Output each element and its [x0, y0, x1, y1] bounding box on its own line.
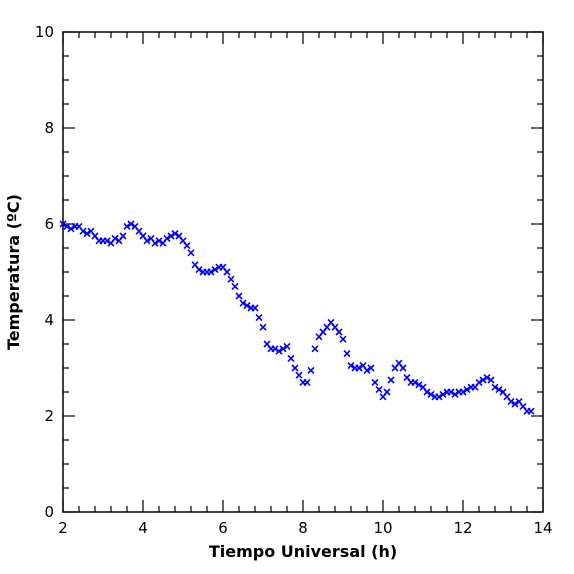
- data-point: [479, 376, 487, 384]
- data-point: [463, 386, 471, 394]
- plot-frame: [62, 31, 544, 513]
- data-point: [383, 388, 391, 396]
- data-point: [251, 304, 259, 312]
- data-point: [155, 237, 163, 245]
- data-point: [371, 378, 379, 386]
- data-point: [495, 386, 503, 394]
- data-point: [227, 275, 235, 283]
- data-point: [83, 230, 91, 238]
- data-point: [311, 345, 319, 353]
- x-tick-label: 14: [533, 519, 552, 537]
- data-point: [211, 266, 219, 274]
- data-point: [123, 222, 131, 230]
- data-point: [223, 268, 231, 276]
- data-point: [187, 249, 195, 257]
- data-point: [427, 390, 435, 398]
- data-point: [271, 345, 279, 353]
- data-point: [195, 266, 203, 274]
- y-tick-label: 10: [35, 23, 54, 41]
- data-point: [335, 328, 343, 336]
- data-point: [63, 222, 71, 230]
- data-point: [363, 366, 371, 374]
- data-point: [459, 388, 467, 396]
- x-tick-label: 12: [453, 519, 472, 537]
- data-point: [279, 345, 287, 353]
- data-point: [295, 371, 303, 379]
- data-point: [387, 376, 395, 384]
- data-point: [507, 398, 515, 406]
- data-point: [235, 292, 243, 300]
- data-point: [307, 366, 315, 374]
- data-point: [255, 314, 263, 322]
- data-point: [367, 364, 375, 372]
- x-tick-label: 2: [58, 519, 68, 537]
- data-point: [423, 388, 431, 396]
- data-point: [291, 364, 299, 372]
- data-point: [59, 220, 67, 228]
- data-point: [475, 378, 483, 386]
- data-point: [79, 227, 87, 235]
- y-tick-label: 0: [44, 503, 54, 521]
- data-point: [103, 237, 111, 245]
- data-point: [487, 376, 495, 384]
- x-tick-label: 4: [138, 519, 148, 537]
- data-point: [167, 232, 175, 240]
- y-tick-label: 4: [44, 311, 54, 329]
- data-point: [447, 388, 455, 396]
- y-tick-label: 6: [44, 215, 54, 233]
- data-point: [239, 299, 247, 307]
- axis-ticks: [62, 31, 544, 513]
- data-point: [111, 234, 119, 242]
- y-tick-labels: 0 2 4 6 8 10: [35, 23, 54, 521]
- data-point: [127, 220, 135, 228]
- data-point: [439, 390, 447, 398]
- data-point: [143, 237, 151, 245]
- x-tick-label: 10: [373, 519, 392, 537]
- data-point: [183, 242, 191, 250]
- x-tick-label: 6: [218, 519, 228, 537]
- data-point: [511, 400, 519, 408]
- data-point: [435, 393, 443, 401]
- data-points: [59, 220, 535, 415]
- data-point: [355, 364, 363, 372]
- data-point: [343, 350, 351, 358]
- data-point: [171, 230, 179, 238]
- data-point: [483, 374, 491, 382]
- data-point: [67, 225, 75, 233]
- data-point: [119, 232, 127, 240]
- y-tick-label: 8: [44, 119, 54, 137]
- y-axis-label: Temperatura (ºC): [4, 194, 23, 350]
- data-point: [415, 381, 423, 389]
- data-point: [287, 354, 295, 362]
- data-point: [347, 362, 355, 370]
- data-point: [259, 323, 267, 331]
- data-point: [491, 383, 499, 391]
- data-point: [527, 407, 535, 415]
- data-point: [303, 378, 311, 386]
- data-point: [231, 282, 239, 290]
- data-point: [375, 386, 383, 394]
- data-point: [207, 268, 215, 276]
- data-point: [243, 302, 251, 310]
- x-tick-label: 8: [298, 519, 308, 537]
- data-point: [451, 390, 459, 398]
- data-point: [163, 234, 171, 242]
- data-point: [339, 335, 347, 343]
- x-tick-labels: 2 4 6 8 10 12 14: [58, 519, 552, 537]
- data-point: [283, 342, 291, 350]
- data-point: [275, 347, 283, 355]
- data-point: [411, 378, 419, 386]
- data-point: [151, 239, 159, 247]
- x-axis-label: Tiempo Universal (h): [209, 542, 397, 561]
- data-point: [399, 364, 407, 372]
- y-tick-label: 2: [44, 407, 54, 425]
